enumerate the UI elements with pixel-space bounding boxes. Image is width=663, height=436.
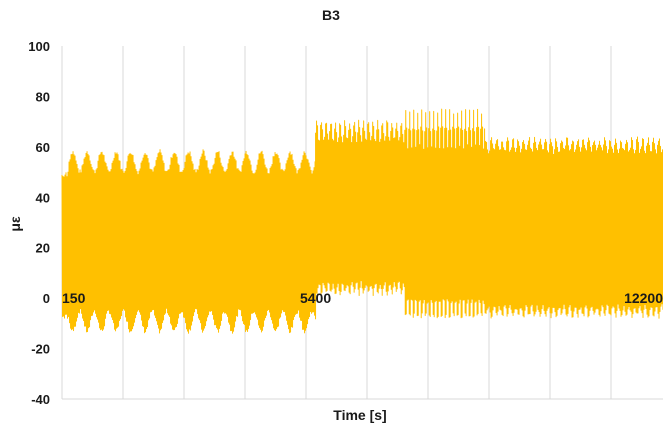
tick-layer: -40 -20 0 20 40 60 80 100 (28, 39, 50, 407)
y-tick-label: 0 (43, 291, 50, 306)
y-tick-label: -40 (31, 392, 50, 407)
y-tick-label: -20 (31, 342, 50, 357)
annotation-layer: 150 5400 12200 (62, 290, 663, 306)
y-tick-label: 100 (28, 39, 50, 54)
y-axis-label: με (7, 216, 23, 232)
series-line (61, 108, 663, 334)
y-tick-label: 40 (36, 190, 50, 205)
y-tick-label: 20 (36, 241, 50, 256)
series-layer (61, 108, 663, 334)
annotation-label: 5400 (300, 290, 331, 306)
annotation-label: 150 (62, 290, 86, 306)
annotation-label: 12200 (624, 290, 663, 306)
x-axis-label: Time [s] (333, 407, 386, 423)
y-tick-label: 80 (36, 89, 50, 104)
y-tick-label: 60 (36, 140, 50, 155)
chart-title: B3 (322, 7, 340, 23)
